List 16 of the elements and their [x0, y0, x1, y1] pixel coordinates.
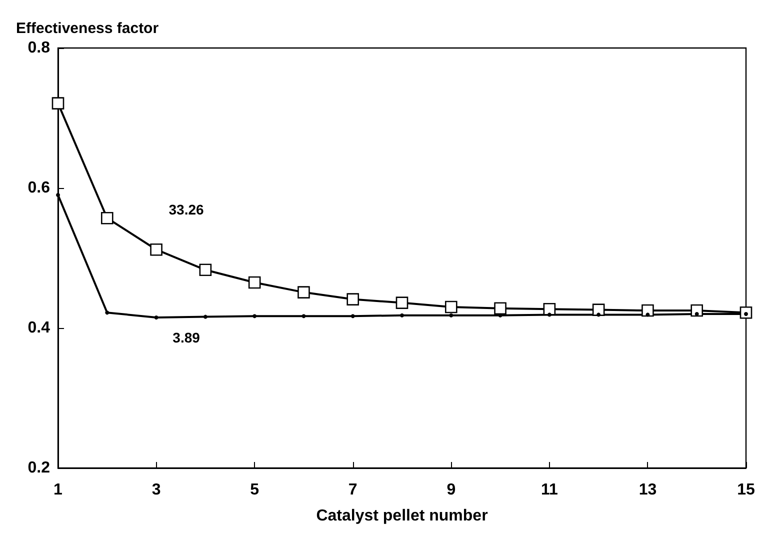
y-tick-label: 0.4 — [28, 320, 50, 336]
x-tick-label: 9 — [446, 482, 456, 498]
x-tick-label: 3 — [152, 482, 161, 498]
series-label: 3.89 — [172, 330, 200, 346]
y-axis-title: Effectiveness factor — [16, 20, 159, 37]
x-tick-label: 15 — [737, 482, 755, 498]
x-tick-label: 7 — [348, 482, 358, 498]
y-tick-label: 0.8 — [28, 40, 50, 56]
y-tick-label: 0.6 — [28, 180, 50, 196]
x-tick-label: 13 — [638, 482, 657, 498]
x-tick-label: 5 — [250, 482, 260, 498]
series-label: 33.26 — [168, 201, 204, 218]
x-tick-label: 1 — [54, 482, 63, 498]
x-tick-label: 11 — [540, 482, 558, 498]
x-axis-title: Catalyst pellet number — [316, 508, 488, 524]
y-tick-label: 0.2 — [28, 460, 50, 476]
